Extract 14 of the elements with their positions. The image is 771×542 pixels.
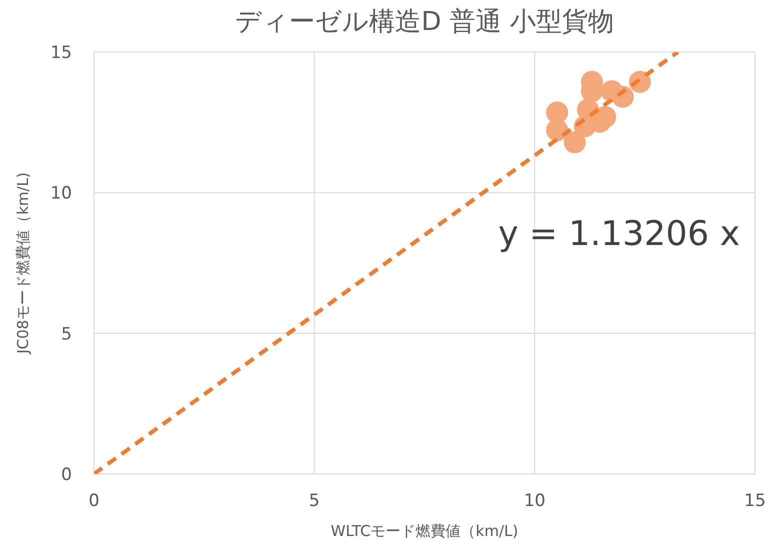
y-axis-title: JC08モード燃費値（km/L) <box>14 172 32 355</box>
point <box>564 131 586 154</box>
annotation: y = 1.13206 x <box>498 214 740 254</box>
point <box>546 101 568 124</box>
chart-title: ディーゼル構造D 普通 小型貨物 <box>235 7 614 37</box>
x-tick-label: 10 <box>524 491 546 511</box>
y-tick-label: 5 <box>61 324 72 344</box>
x-tick-label: 15 <box>744 491 766 511</box>
x-axis-title: WLTCモード燃費値（km/L) <box>330 522 518 540</box>
y-tick-label: 15 <box>50 43 72 63</box>
x-tick-label: 5 <box>308 491 320 511</box>
y-tick-label: 10 <box>50 184 72 204</box>
y-tick-label: 0 <box>61 465 72 485</box>
x-tick-label: 0 <box>88 491 100 511</box>
